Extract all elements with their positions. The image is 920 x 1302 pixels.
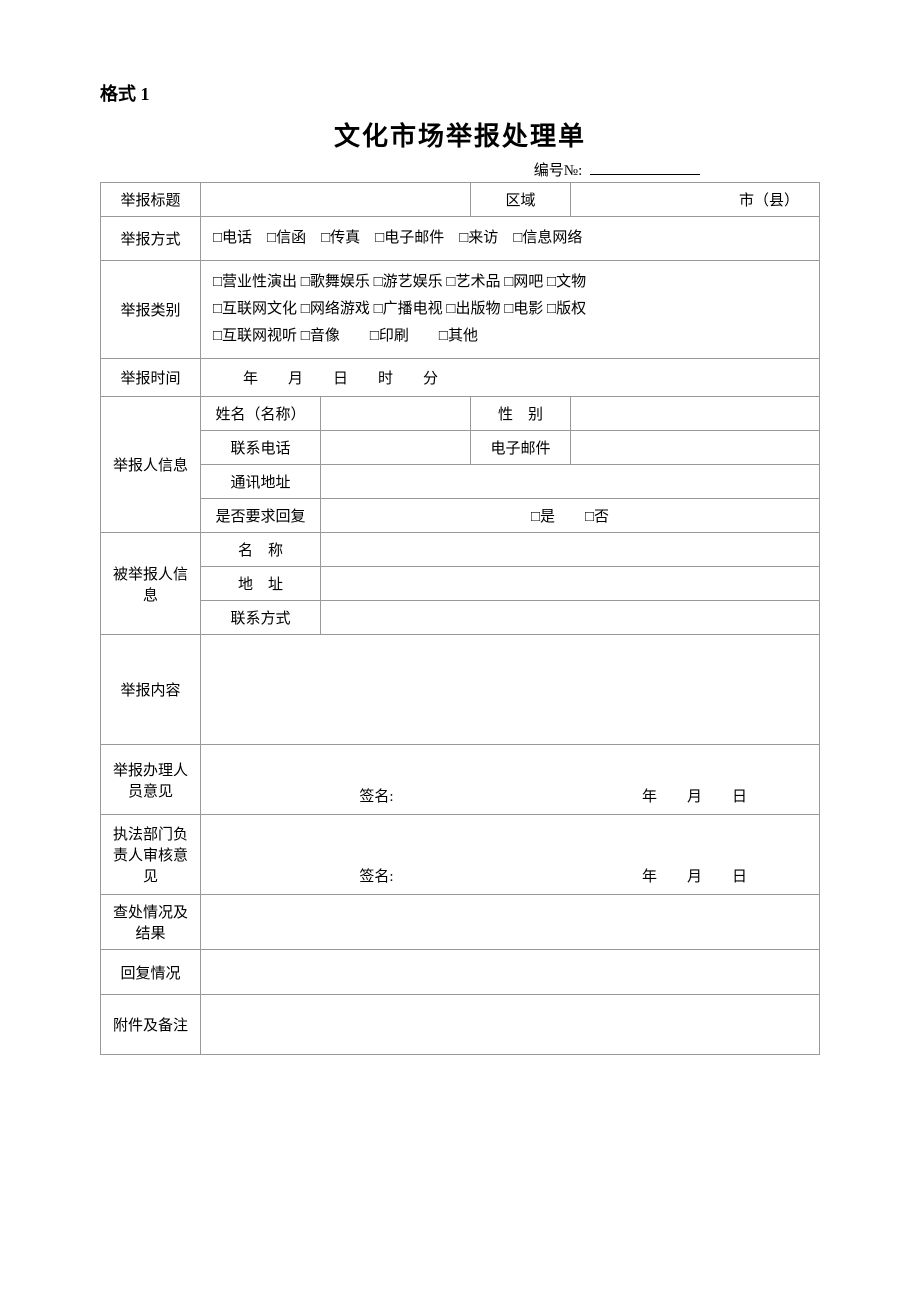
label-report-title: 举报标题 — [101, 183, 201, 217]
cell-region-suffix: 市（县） — [571, 183, 820, 217]
serial-number-row: 编号№: — [100, 159, 820, 180]
cell-reporter-address-value — [321, 465, 820, 499]
row-reporter-name: 举报人信息 姓名（名称） 性 别 — [101, 397, 820, 431]
label-reported-address: 地 址 — [201, 567, 321, 601]
page-title: 文化市场举报处理单 — [100, 116, 820, 153]
category-line1: □营业性演出 □歌舞娱乐 □游艺娱乐 □艺术品 □网吧 □文物 — [213, 269, 807, 296]
cell-result-value — [201, 895, 820, 950]
label-region: 区域 — [471, 183, 571, 217]
cell-reply-value — [201, 950, 820, 995]
cell-reporter-gender-value — [571, 397, 820, 431]
row-content: 举报内容 — [101, 635, 820, 745]
row-reported-address: 地 址 — [101, 567, 820, 601]
label-content: 举报内容 — [101, 635, 201, 745]
label-reply: 回复情况 — [101, 950, 201, 995]
form-table: 举报标题 区域 市（县） 举报方式 □电话 □信函 □传真 □电子邮件 □来访 … — [100, 182, 820, 1055]
cell-handler-value: 签名: 年 月 日 — [201, 745, 820, 815]
cell-reported-address-value — [321, 567, 820, 601]
label-category: 举报类别 — [101, 261, 201, 359]
label-time: 举报时间 — [101, 359, 201, 397]
cell-category-options: □营业性演出 □歌舞娱乐 □游艺娱乐 □艺术品 □网吧 □文物 □互联网文化 □… — [201, 261, 820, 359]
serial-number-label: 编号№: — [534, 163, 582, 179]
supervisor-signature-label: 签名: — [253, 865, 500, 886]
cell-reporter-name-value — [321, 397, 471, 431]
serial-number-line — [590, 174, 700, 175]
category-line3: □互联网视听 □音像 □印刷 □其他 — [213, 323, 807, 350]
cell-reported-name-value — [321, 533, 820, 567]
cell-method-options: □电话 □信函 □传真 □电子邮件 □来访 □信息网络 — [201, 217, 820, 261]
row-method: 举报方式 □电话 □信函 □传真 □电子邮件 □来访 □信息网络 — [101, 217, 820, 261]
label-reporter-reply: 是否要求回复 — [201, 499, 321, 533]
row-reporter-phone: 联系电话 电子邮件 — [101, 431, 820, 465]
supervisor-date: 年 月 日 — [500, 865, 767, 886]
row-reporter-reply: 是否要求回复 □是 □否 — [101, 499, 820, 533]
row-title: 举报标题 区域 市（县） — [101, 183, 820, 217]
label-reporter-gender: 性 别 — [471, 397, 571, 431]
row-category: 举报类别 □营业性演出 □歌舞娱乐 □游艺娱乐 □艺术品 □网吧 □文物 □互联… — [101, 261, 820, 359]
cell-attachment-value — [201, 995, 820, 1055]
label-reporter-info: 举报人信息 — [101, 397, 201, 533]
label-reported-contact: 联系方式 — [201, 601, 321, 635]
category-line2: □互联网文化 □网络游戏 □广播电视 □出版物 □电影 □版权 — [213, 296, 807, 323]
row-attachment: 附件及备注 — [101, 995, 820, 1055]
row-handler: 举报办理人员意见 签名: 年 月 日 — [101, 745, 820, 815]
row-reply: 回复情况 — [101, 950, 820, 995]
cell-reporter-reply-options: □是 □否 — [321, 499, 820, 533]
label-reported-name: 名 称 — [201, 533, 321, 567]
cell-reported-contact-value — [321, 601, 820, 635]
label-reporter-address: 通讯地址 — [201, 465, 321, 499]
label-reporter-name: 姓名（名称） — [201, 397, 321, 431]
label-handler: 举报办理人员意见 — [101, 745, 201, 815]
label-reporter-email: 电子邮件 — [471, 431, 571, 465]
cell-report-title-value — [201, 183, 471, 217]
cell-time-value: 年 月 日 时 分 — [201, 359, 820, 397]
label-attachment: 附件及备注 — [101, 995, 201, 1055]
row-reported-contact: 联系方式 — [101, 601, 820, 635]
row-time: 举报时间 年 月 日 时 分 — [101, 359, 820, 397]
label-reporter-phone: 联系电话 — [201, 431, 321, 465]
label-supervisor: 执法部门负责人审核意见 — [101, 815, 201, 895]
cell-supervisor-value: 签名: 年 月 日 — [201, 815, 820, 895]
row-reporter-address: 通讯地址 — [101, 465, 820, 499]
row-reported-name: 被举报人信息 名 称 — [101, 533, 820, 567]
cell-reporter-email-value — [571, 431, 820, 465]
label-reported-info: 被举报人信息 — [101, 533, 201, 635]
handler-signature-label: 签名: — [253, 785, 500, 806]
cell-reporter-phone-value — [321, 431, 471, 465]
label-result: 查处情况及结果 — [101, 895, 201, 950]
row-result: 查处情况及结果 — [101, 895, 820, 950]
handler-date: 年 月 日 — [500, 785, 767, 806]
row-supervisor: 执法部门负责人审核意见 签名: 年 月 日 — [101, 815, 820, 895]
format-label: 格式 1 — [100, 80, 820, 106]
label-method: 举报方式 — [101, 217, 201, 261]
cell-content-value — [201, 635, 820, 745]
